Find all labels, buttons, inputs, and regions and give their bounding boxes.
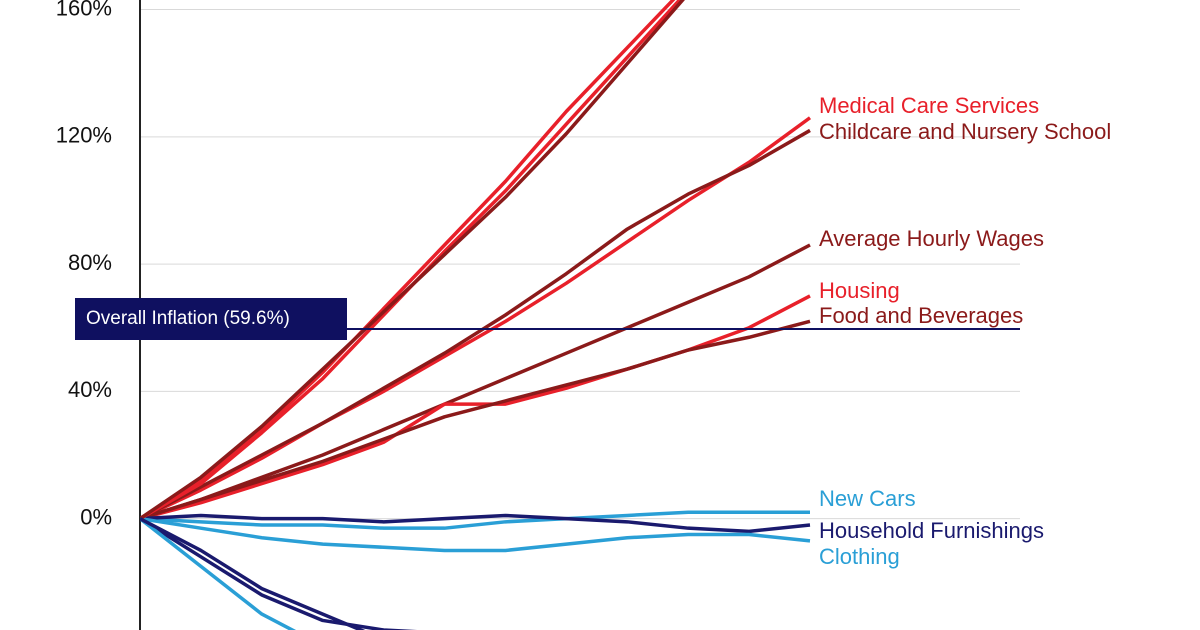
series-label: Housing (819, 278, 900, 303)
series-line (140, 243, 811, 521)
series-line (140, 517, 366, 630)
series-label: Average Hourly Wages (819, 226, 1044, 251)
series-line (140, 516, 811, 553)
series-label: Household Furnishings (819, 518, 1044, 543)
series-label: Medical Care Services (819, 93, 1039, 118)
series-line (140, 517, 297, 630)
reference-label-box (75, 298, 347, 340)
series-line (140, 128, 811, 521)
y-tick-label: 120% (56, 123, 112, 148)
series-line (140, 0, 676, 521)
series-line (140, 319, 811, 521)
series-line (140, 0, 685, 521)
series-line (140, 116, 812, 521)
series-line (140, 513, 811, 534)
series-label: Food and Beverages (819, 303, 1023, 328)
series-line (140, 0, 682, 521)
y-tick-label: 160% (56, 0, 112, 20)
series-line (140, 517, 418, 630)
series-label: Childcare and Nursery School (819, 119, 1111, 144)
y-tick-label: 80% (68, 250, 112, 275)
y-tick-label: 40% (68, 377, 112, 402)
series-label: Clothing (819, 544, 900, 569)
y-tick-label: 0% (80, 504, 112, 529)
reference-label: Overall Inflation (59.6%) (86, 308, 290, 329)
series-label: New Cars (819, 486, 916, 511)
series-line (140, 510, 810, 530)
